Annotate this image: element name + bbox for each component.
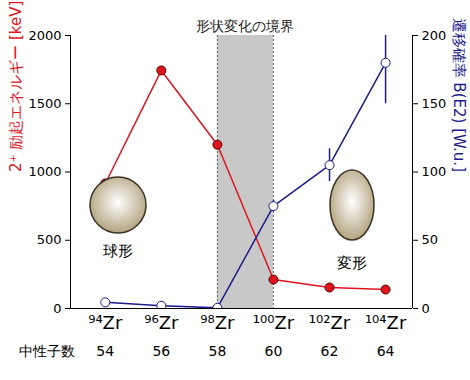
svg-text:58: 58 (208, 343, 226, 359)
svg-text:⁹⁸Zr: ⁹⁸Zr (200, 312, 235, 333)
svg-text:0: 0 (53, 301, 61, 316)
svg-text:球形: 球形 (103, 242, 133, 260)
svg-text:62: 62 (321, 343, 339, 359)
svg-text:60: 60 (265, 343, 283, 359)
svg-text:1500: 1500 (28, 96, 61, 111)
svg-text:1000: 1000 (28, 164, 61, 179)
svg-text:64: 64 (377, 343, 395, 359)
svg-text:変形: 変形 (337, 254, 367, 272)
svg-text:中性子数: 中性子数 (19, 343, 75, 359)
svg-text:0: 0 (422, 301, 430, 316)
svg-text:500: 500 (37, 232, 62, 247)
svg-text:200: 200 (422, 28, 447, 43)
svg-text:100: 100 (422, 164, 447, 179)
svg-text:⁹⁴Zr: ⁹⁴Zr (88, 312, 123, 333)
svg-text:¹⁰²Zr: ¹⁰²Zr (309, 312, 351, 333)
svg-text:形状変化の境界: 形状変化の境界 (196, 18, 294, 34)
svg-text:¹⁰⁰Zr: ¹⁰⁰Zr (253, 312, 295, 333)
svg-text:⁹⁶Zr: ⁹⁶Zr (144, 312, 179, 333)
svg-text:¹⁰⁴Zr: ¹⁰⁴Zr (365, 312, 407, 333)
svg-text:遷移確率 B(E2) [W.u.]: 遷移確率 B(E2) [W.u.] (450, 18, 468, 172)
svg-text:50: 50 (422, 232, 439, 247)
svg-text:2⁺ 励起エネルギー [keV]: 2⁺ 励起エネルギー [keV] (7, 1, 25, 172)
svg-text:2000: 2000 (28, 28, 61, 43)
svg-text:54: 54 (96, 343, 114, 359)
svg-text:56: 56 (152, 343, 170, 359)
svg-text:150: 150 (422, 96, 447, 111)
